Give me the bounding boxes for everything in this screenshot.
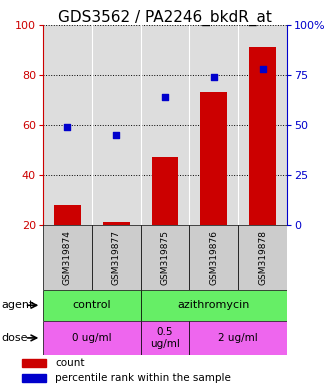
Text: GSM319878: GSM319878 [258, 230, 267, 285]
Text: dose: dose [2, 333, 28, 343]
Text: control: control [72, 300, 111, 310]
Bar [54, 205, 81, 275]
Bar [141, 321, 189, 355]
Text: GSM319877: GSM319877 [112, 230, 121, 285]
Text: 2 ug/ml: 2 ug/ml [218, 333, 258, 343]
Bar [92, 225, 141, 290]
Text: GSM319876: GSM319876 [209, 230, 218, 285]
Bar [22, 359, 46, 367]
Bar [43, 290, 141, 321]
Point [65, 124, 70, 130]
Bar [22, 374, 46, 382]
Point [162, 94, 168, 100]
Text: GDS3562 / PA2246_bkdR_at: GDS3562 / PA2246_bkdR_at [58, 10, 272, 26]
Bar [249, 47, 276, 275]
Bar [43, 225, 92, 290]
Text: 0.5
ug/ml: 0.5 ug/ml [150, 327, 180, 349]
Text: GSM319875: GSM319875 [160, 230, 170, 285]
Text: 0 ug/ml: 0 ug/ml [72, 333, 112, 343]
Point [114, 132, 119, 138]
Point [260, 66, 265, 72]
Bar [189, 225, 238, 290]
Text: azithromycin: azithromycin [178, 300, 250, 310]
Bar [43, 321, 141, 355]
Bar [103, 222, 130, 275]
Text: agent: agent [2, 300, 34, 310]
Bar [189, 321, 287, 355]
Text: percentile rank within the sample: percentile rank within the sample [55, 372, 231, 383]
Bar [238, 225, 287, 290]
Point [211, 74, 216, 80]
Bar [200, 93, 227, 275]
Text: GSM319874: GSM319874 [63, 230, 72, 285]
Text: count: count [55, 358, 84, 368]
Bar [141, 290, 287, 321]
Bar [141, 225, 189, 290]
Bar [151, 157, 179, 275]
